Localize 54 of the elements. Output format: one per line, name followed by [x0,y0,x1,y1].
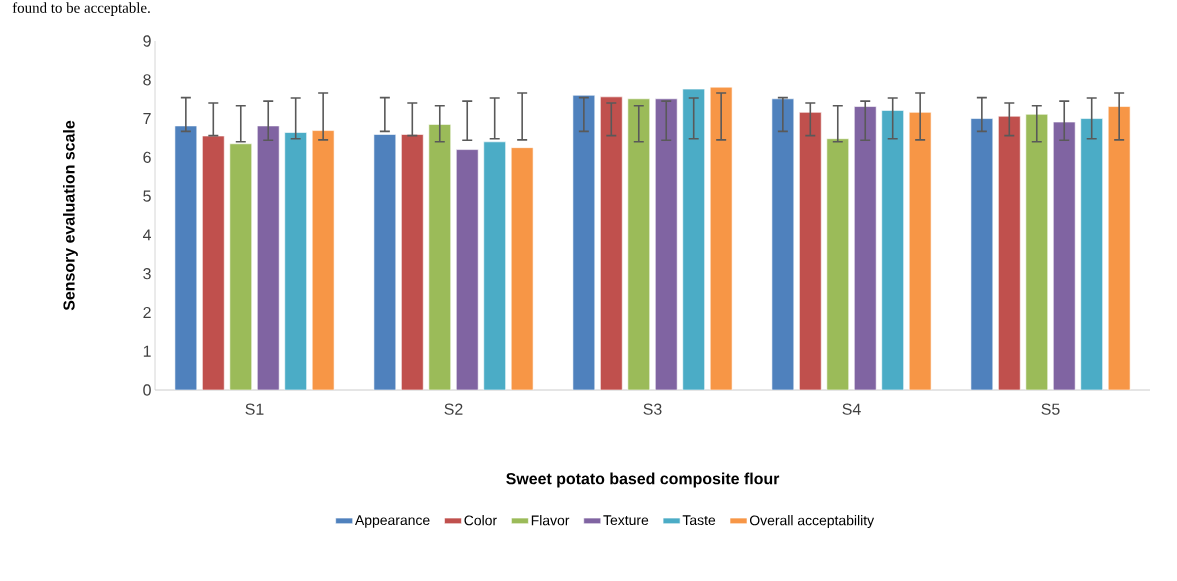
bar [174,125,198,390]
legend-label: Color [464,515,497,526]
y-tick-label: 2 [143,306,151,319]
bar [771,98,795,390]
legend-label: Taste [682,515,716,526]
y-tick-label: 6 [143,151,151,163]
bar [799,112,822,390]
legend-label: Appearance [355,515,430,528]
bar [998,115,1021,390]
x-tick-label: S2 [444,403,463,415]
bar [483,141,506,390]
legend-label: Flavor [531,515,570,526]
bar [401,134,424,390]
y-tick-label: 8 [143,74,151,86]
y-tick-label: 7 [143,113,151,125]
bar [428,124,452,390]
bar [510,147,534,390]
y-tick-label: 1 [143,345,151,357]
bar [682,88,705,390]
bar [202,135,225,390]
bar [229,143,253,390]
bar [1080,118,1103,390]
x-tick-label: S5 [1041,403,1060,415]
x-tick-label: S1 [245,403,264,415]
y-tick-label: 4 [142,229,152,241]
text: found to be acceptable. [12,2,150,16]
y-axis-title: Sensory evaluation scale [62,120,78,311]
legend-label: Overall acceptability [749,515,875,529]
bar [311,130,335,390]
bar [1107,106,1131,390]
bar [1025,113,1049,390]
y-tick-label: 5 [143,190,151,202]
x-tick-label: S4 [842,403,861,415]
bar [826,138,850,390]
bar [853,106,877,390]
bar [455,149,479,390]
bar [373,134,397,390]
bar [572,94,596,390]
bar [970,118,994,390]
bar [908,112,932,390]
bar [627,98,651,390]
x-axis-title: Sweet potato based composite flour [506,472,780,488]
y-tick-label: 0 [143,384,151,396]
bar [284,132,307,390]
bar [654,98,678,390]
legend-label: Texture [603,515,649,526]
y-tick-label: 9 [143,35,151,47]
bar [881,110,904,390]
bar [709,86,733,390]
bar [1052,121,1076,390]
x-tick-label: S3 [643,403,662,415]
bar [600,96,623,390]
y-tick-label: 3 [143,268,151,280]
bar [256,125,280,390]
